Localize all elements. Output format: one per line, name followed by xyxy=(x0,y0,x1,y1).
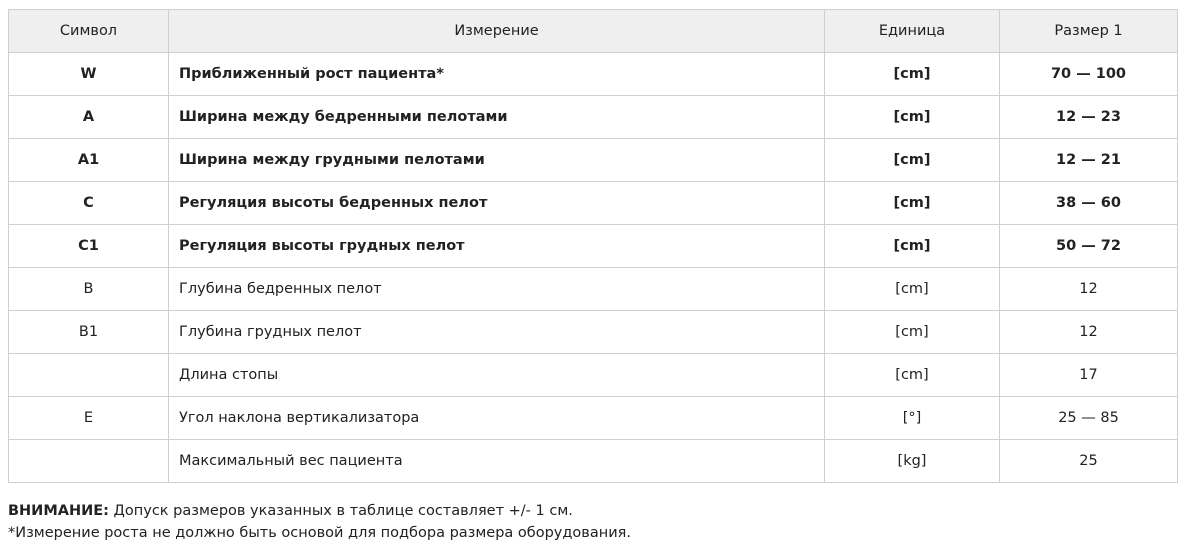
cell-measure: Глубина бедренных пелот xyxy=(168,267,825,311)
cell-symbol: C xyxy=(8,181,169,225)
cell-size: 12 — 21 xyxy=(999,138,1178,182)
footnote: *Измерение роста не должно быть основой … xyxy=(8,525,631,541)
cell-unit: [cm] xyxy=(824,138,1000,182)
cell-unit: [cm] xyxy=(824,353,1000,397)
cell-symbol: W xyxy=(8,52,169,96)
cell-symbol: E xyxy=(8,396,169,440)
cell-symbol: A xyxy=(8,95,169,139)
cell-measure: Угол наклона вертикализатора xyxy=(168,396,825,440)
cell-unit: [°] xyxy=(824,396,1000,440)
cell-size: 70 — 100 xyxy=(999,52,1178,96)
table-row: A1 Ширина между грудными пелотами [cm] 12 —… xyxy=(8,138,1178,182)
cell-unit: [cm] xyxy=(824,224,1000,268)
cell-size: 12 xyxy=(999,310,1178,354)
header-unit: Единица xyxy=(824,9,1000,53)
cell-unit: [cm] xyxy=(824,310,1000,354)
header-measure: Измерение xyxy=(168,9,825,53)
cell-unit: [cm] xyxy=(824,181,1000,225)
cell-size: 50 — 72 xyxy=(999,224,1178,268)
cell-unit: [kg] xyxy=(824,439,1000,483)
table-row: Длина стопы [cm] 17 xyxy=(8,353,1178,397)
cell-symbol: A1 xyxy=(8,138,169,182)
cell-size: 38 — 60 xyxy=(999,181,1178,225)
table-row: C Регуляция высоты бедренных пелот [cm] 38 … xyxy=(8,181,1178,225)
table-row: B1 Глубина грудных пелот [cm] 12 xyxy=(8,310,1178,354)
cell-unit: [cm] xyxy=(824,267,1000,311)
cell-measure: Глубина грудных пелот xyxy=(168,310,825,354)
table-header-row: Символ Измерение Единица Размер 1 xyxy=(8,9,1178,53)
cell-size: 25 xyxy=(999,439,1178,483)
cell-symbol xyxy=(8,353,169,397)
dimensions-table: Символ Измерение Единица Размер 1 W Прибл… xyxy=(8,9,1178,483)
warning-note: ВНИМАНИЕ: Допуск размеров указанных в та… xyxy=(8,500,631,522)
cell-size: 12 xyxy=(999,267,1178,311)
cell-size: 25 — 85 xyxy=(999,396,1178,440)
warning-label: ВНИМАНИЕ: xyxy=(8,503,109,519)
notes: ВНИМАНИЕ: Допуск размеров указанных в та… xyxy=(8,500,631,544)
cell-measure: Ширина между бедренными пелотами xyxy=(168,95,825,139)
cell-size: 12 — 23 xyxy=(999,95,1178,139)
cell-symbol: B1 xyxy=(8,310,169,354)
cell-symbol: B xyxy=(8,267,169,311)
cell-measure: Регуляция высоты бедренных пелот xyxy=(168,181,825,225)
cell-measure: Максимальный вес пациента xyxy=(168,439,825,483)
cell-unit: [cm] xyxy=(824,52,1000,96)
cell-symbol xyxy=(8,439,169,483)
table-row: W Приближенный рост пациента* [cm] 70 — 100 xyxy=(8,52,1178,96)
cell-measure: Регуляция высоты грудных пелот xyxy=(168,224,825,268)
table-row: B Глубина бедренных пелот [cm] 12 xyxy=(8,267,1178,311)
cell-unit: [cm] xyxy=(824,95,1000,139)
table-row: C1 Регуляция высоты грудных пелот [cm] 50 —… xyxy=(8,224,1178,268)
table-row: Максимальный вес пациента [kg] 25 xyxy=(8,439,1178,483)
cell-measure: Длина стопы xyxy=(168,353,825,397)
table-row: A Ширина между бедренными пелотами [cm] 12 … xyxy=(8,95,1178,139)
header-size: Размер 1 xyxy=(999,9,1178,53)
cell-size: 17 xyxy=(999,353,1178,397)
cell-measure: Приближенный рост пациента* xyxy=(168,52,825,96)
header-symbol: Символ xyxy=(8,9,169,53)
cell-measure: Ширина между грудными пелотами xyxy=(168,138,825,182)
warning-text: Допуск размеров указанных в таблице сост… xyxy=(108,503,573,519)
cell-symbol: C1 xyxy=(8,224,169,268)
table-row: E Угол наклона вертикализатора [°] 25 — 85 xyxy=(8,396,1178,440)
